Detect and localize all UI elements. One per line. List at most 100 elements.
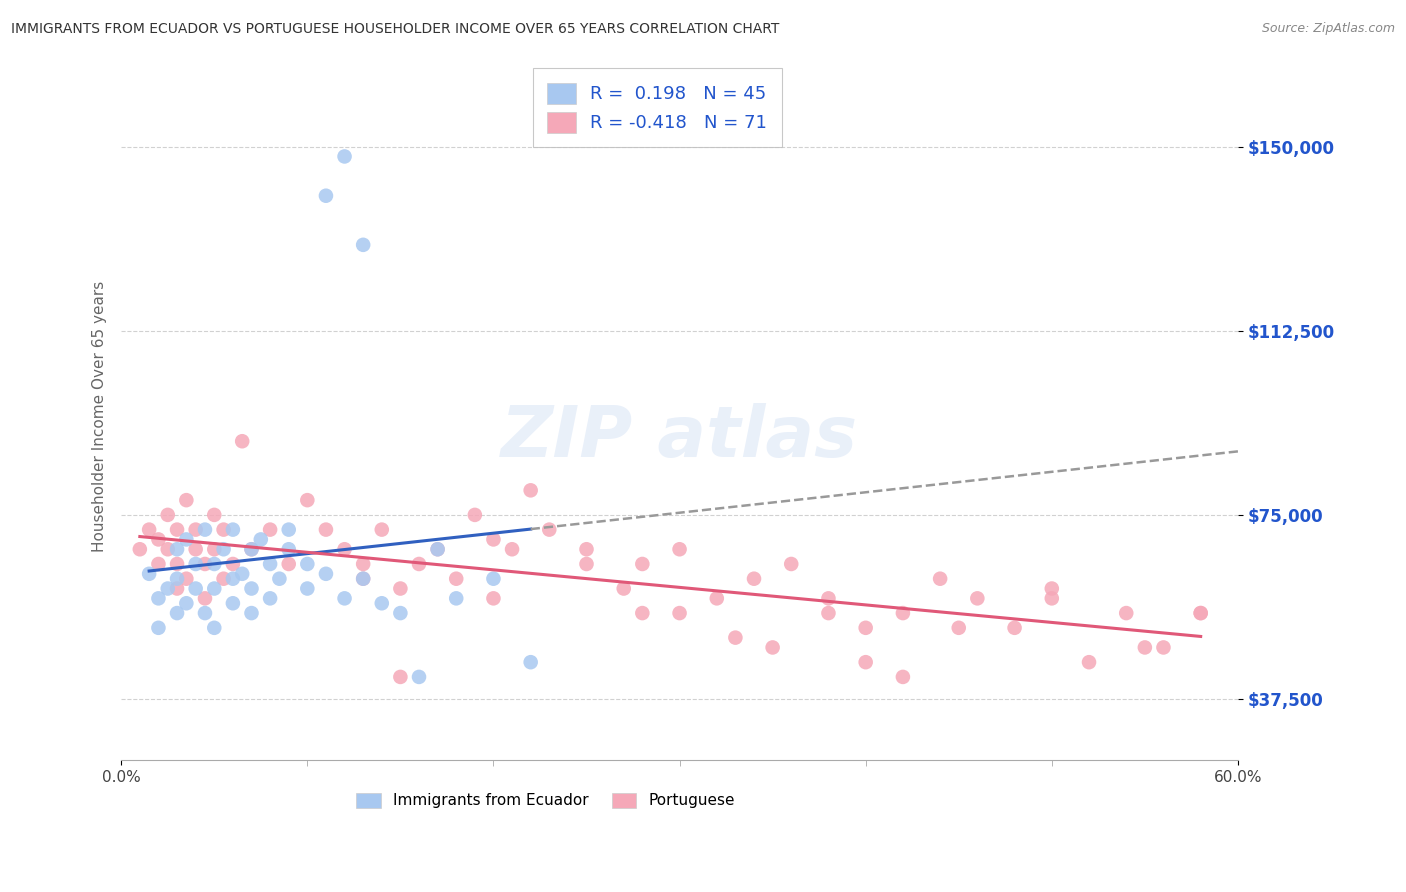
Point: [444, 572, 467, 586]
Point: [184, 582, 207, 596]
Point: [259, 557, 281, 571]
Point: [817, 591, 839, 606]
Point: [1040, 582, 1063, 596]
Point: [212, 542, 235, 557]
Point: [269, 572, 291, 586]
Point: [202, 582, 225, 596]
Point: [194, 523, 217, 537]
Point: [706, 591, 728, 606]
Point: [231, 434, 253, 449]
Point: [222, 523, 245, 537]
Point: [966, 591, 988, 606]
Point: [855, 655, 877, 669]
Point: [240, 542, 263, 557]
Point: [166, 582, 188, 596]
Point: [444, 591, 467, 606]
Point: [166, 557, 188, 571]
Point: [352, 572, 374, 586]
Point: [194, 557, 217, 571]
Point: [631, 557, 654, 571]
Point: [148, 533, 170, 547]
Point: [389, 670, 412, 684]
Point: [212, 523, 235, 537]
Point: [297, 493, 319, 508]
Point: [240, 606, 263, 620]
Point: [371, 596, 394, 610]
Point: [315, 188, 337, 202]
Point: [631, 606, 654, 620]
Point: [1189, 606, 1212, 620]
Point: [202, 557, 225, 571]
Point: [222, 572, 245, 586]
Point: [148, 621, 170, 635]
Point: [315, 566, 337, 581]
Point: [138, 523, 160, 537]
Point: [482, 591, 505, 606]
Point: [259, 591, 281, 606]
Point: [426, 542, 449, 557]
Point: [1004, 621, 1026, 635]
Point: [240, 582, 263, 596]
Text: Source: ZipAtlas.com: Source: ZipAtlas.com: [1261, 22, 1395, 36]
Point: [176, 533, 198, 547]
Point: [408, 670, 430, 684]
Point: [1078, 655, 1101, 669]
Point: [297, 557, 319, 571]
Point: [855, 621, 877, 635]
Point: [724, 631, 747, 645]
Point: [176, 493, 198, 508]
Point: [464, 508, 486, 522]
Point: [482, 572, 505, 586]
Point: [1133, 640, 1156, 655]
Point: [249, 533, 271, 547]
Point: [176, 596, 198, 610]
Point: [148, 557, 170, 571]
Point: [333, 591, 356, 606]
Point: [222, 596, 245, 610]
Point: [166, 542, 188, 557]
Point: [212, 572, 235, 586]
Point: [156, 508, 179, 522]
Point: [1189, 606, 1212, 620]
Y-axis label: Householder Income Over 65 years: Householder Income Over 65 years: [93, 281, 107, 552]
Point: [138, 566, 160, 581]
Point: [184, 542, 207, 557]
Point: [891, 606, 914, 620]
Point: [575, 542, 598, 557]
Point: [315, 523, 337, 537]
Point: [166, 572, 188, 586]
Point: [231, 566, 253, 581]
Point: [482, 533, 505, 547]
Point: [575, 557, 598, 571]
Point: [519, 655, 541, 669]
Point: [929, 572, 952, 586]
Point: [156, 542, 179, 557]
Point: [222, 557, 245, 571]
Point: [1153, 640, 1175, 655]
Point: [277, 523, 299, 537]
Text: IMMIGRANTS FROM ECUADOR VS PORTUGUESE HOUSEHOLDER INCOME OVER 65 YEARS CORRELATI: IMMIGRANTS FROM ECUADOR VS PORTUGUESE HO…: [11, 22, 779, 37]
Point: [408, 557, 430, 571]
Point: [277, 557, 299, 571]
Legend: Immigrants from Ecuador, Portuguese: Immigrants from Ecuador, Portuguese: [350, 787, 741, 814]
Point: [742, 572, 765, 586]
Point: [202, 542, 225, 557]
Point: [389, 582, 412, 596]
Point: [194, 591, 217, 606]
Point: [613, 582, 636, 596]
Point: [297, 582, 319, 596]
Point: [371, 523, 394, 537]
Point: [780, 557, 803, 571]
Point: [277, 542, 299, 557]
Point: [148, 591, 170, 606]
Point: [333, 542, 356, 557]
Point: [817, 606, 839, 620]
Point: [519, 483, 541, 498]
Point: [352, 237, 374, 252]
Point: [389, 606, 412, 620]
Point: [156, 582, 179, 596]
Point: [166, 523, 188, 537]
Point: [166, 606, 188, 620]
Point: [184, 557, 207, 571]
Point: [1115, 606, 1137, 620]
